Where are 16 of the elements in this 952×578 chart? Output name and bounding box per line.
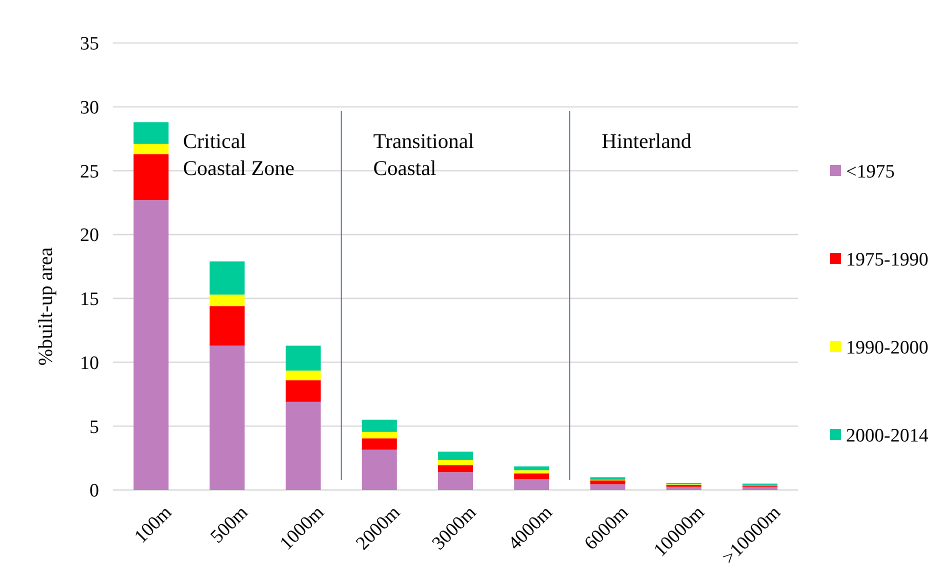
legend-label: 1975-1990 xyxy=(846,250,928,271)
y-tick-label: 15 xyxy=(80,289,99,310)
annotation: Hinterland xyxy=(602,129,692,154)
y-tick-label: 5 xyxy=(90,416,99,438)
y-axis-title: %built-up area xyxy=(35,247,57,366)
annotation: Critical Coastal Zone xyxy=(183,129,294,180)
y-tick-label: 0 xyxy=(90,480,99,502)
y-tick-label: 35 xyxy=(80,34,99,55)
legend-label: <1975 xyxy=(846,162,895,183)
y-tick-label: 20 xyxy=(80,225,99,246)
legend-label: 2000-2014 xyxy=(846,426,929,447)
y-tick-label: 30 xyxy=(80,98,99,119)
legend-label: 1990-2000 xyxy=(846,338,928,359)
annotation: Transitional Coastal xyxy=(373,129,474,180)
y-tick-label: 10 xyxy=(80,352,99,374)
y-tick-label: 25 xyxy=(80,161,99,182)
